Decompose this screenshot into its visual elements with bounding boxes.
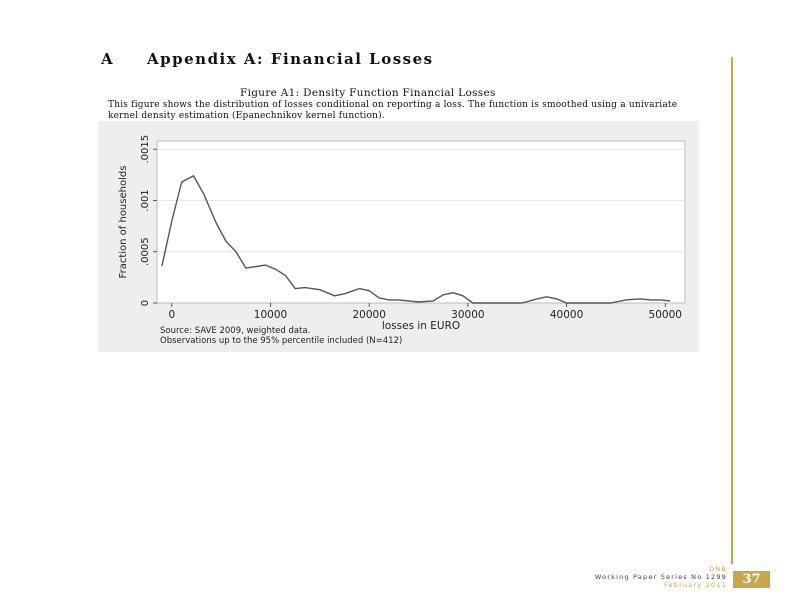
page-number: 37 — [733, 571, 770, 588]
footer-institution: DNB — [709, 565, 727, 573]
x-tick-label: 20000 — [352, 309, 385, 321]
note-observations: Observations up to the 95% percentile in… — [160, 335, 403, 346]
note-source: Source: SAVE 2009, weighted data. — [160, 326, 311, 336]
section-heading: A Appendix A: Financial Losses — [101, 50, 434, 68]
footer-series: Working Paper Series No 1299 — [594, 573, 727, 581]
y-tick-label: 0 — [140, 300, 151, 306]
x-tick-label: 0 — [168, 309, 175, 321]
chart-panel: 0 .0005 .001 .0015 0 10000 20000 30000 40000 5000… — [99, 121, 699, 352]
y-tick-label: .001 — [140, 189, 151, 211]
section-number: A — [101, 50, 115, 68]
x-tick-label: 30000 — [451, 309, 484, 321]
x-tick-label: 10000 — [254, 309, 287, 321]
figure-title: Figure A1: Density Function Financial Lo… — [240, 87, 496, 99]
y-tick-label: .0015 — [140, 135, 151, 164]
y-axis-label: Fraction of households — [118, 166, 129, 279]
density-line — [161, 175, 671, 304]
x-tick-label: 40000 — [550, 309, 583, 321]
density-chart: 0 .0005 .001 .0015 0 10000 20000 30000 40000 5000… — [118, 135, 686, 332]
section-title-text: Appendix A: Financial Losses — [147, 50, 434, 68]
margin-rule — [731, 57, 733, 564]
figure-caption: This figure shows the distribution of lo… — [108, 100, 678, 121]
x-axis-label: losses in EURO — [382, 320, 460, 332]
plot-area — [156, 140, 686, 304]
y-tick-label: .0005 — [140, 237, 151, 266]
footer-date: February 2011 — [663, 581, 727, 589]
chart-note: Source: SAVE 2009, weighted data. Observ… — [160, 326, 403, 346]
x-tick-label: 50000 — [649, 309, 682, 321]
